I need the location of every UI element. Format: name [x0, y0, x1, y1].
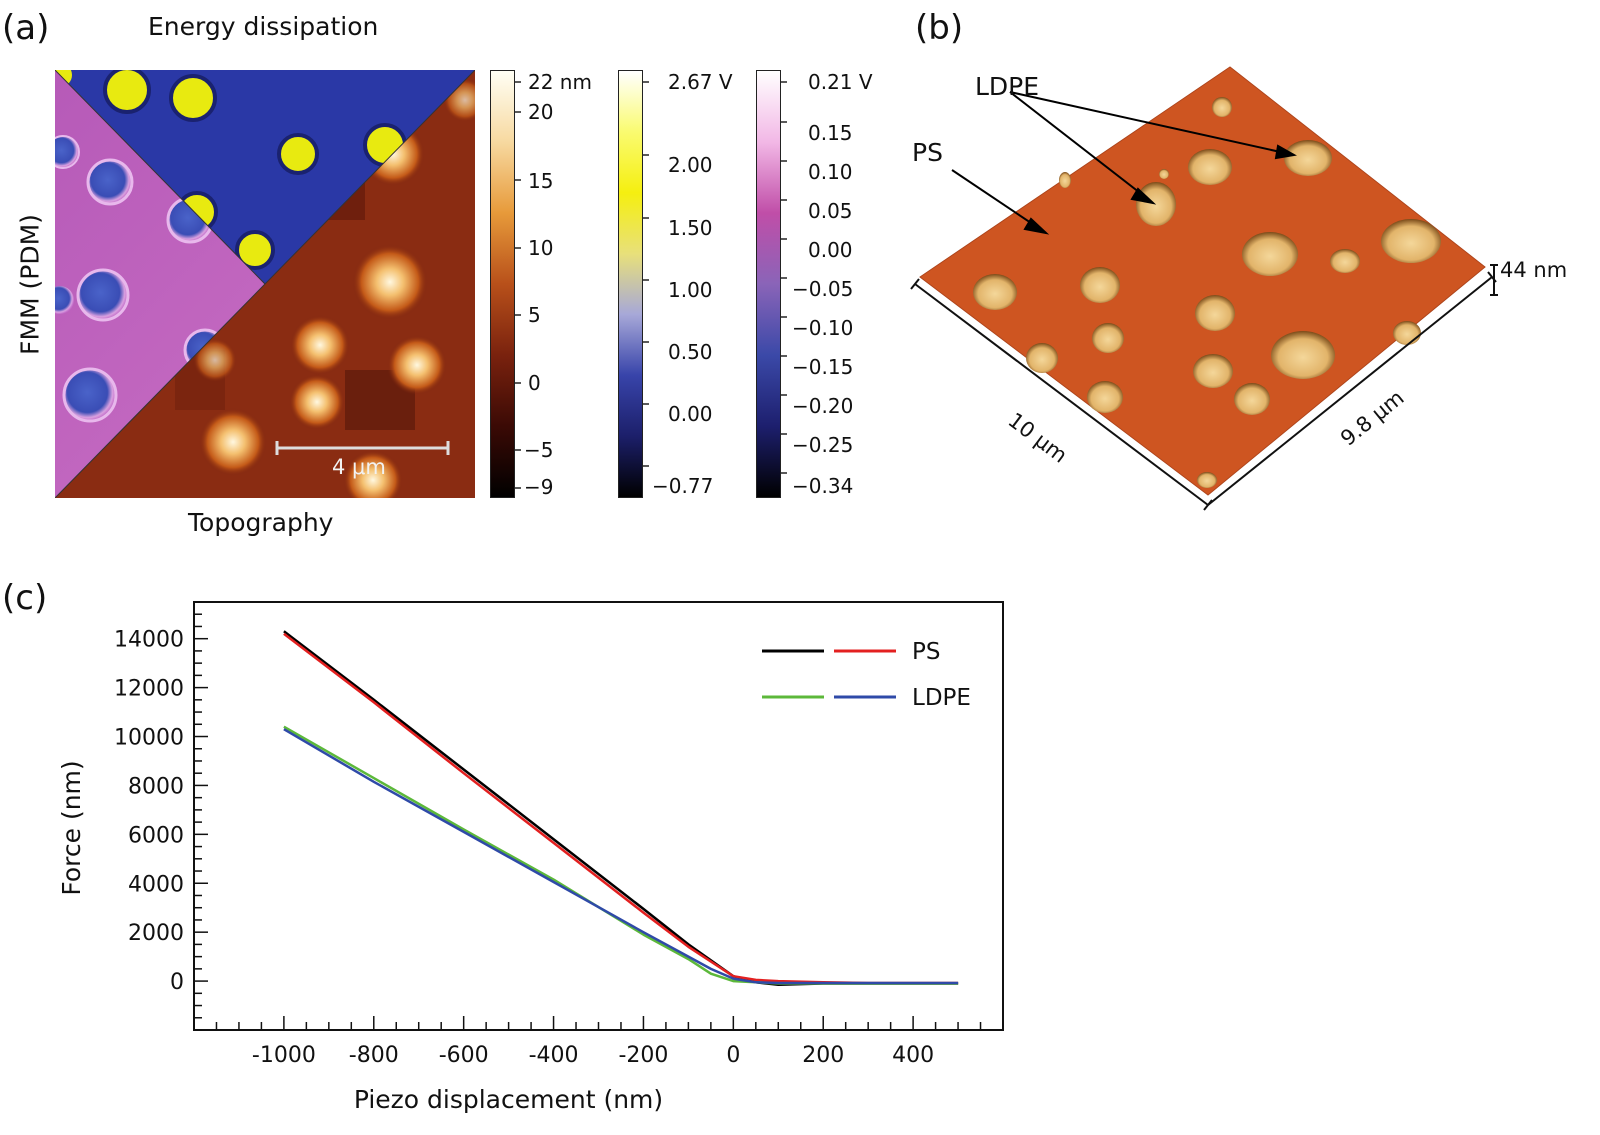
cb-phase-tick: 0.10	[808, 160, 853, 184]
energy-dissipation-label: Energy dissipation	[148, 12, 379, 41]
y-axis-label: Force (nm)	[57, 760, 86, 895]
series-line	[283, 728, 959, 985]
cb-voltage-tick: −0.77	[652, 474, 714, 498]
cb-phase-tick: 0.00	[808, 238, 853, 262]
x-tick-label: -800	[349, 1043, 399, 1068]
x-tick-label: -200	[618, 1043, 668, 1068]
cb-height-tick: −9	[524, 475, 554, 499]
ldpe-annotation: LDPE	[975, 72, 1040, 101]
afm-composite-image	[55, 70, 475, 498]
force-curve-chart: -1000 -800 -600 -400 -200 0 200 400020004000600…	[57, 601, 1004, 1114]
x-tick-label: 400	[892, 1043, 934, 1068]
legend-label: PS	[912, 639, 940, 665]
cb-phase-tick: −0.10	[792, 316, 854, 340]
fmm-pdm-label: FMM (PDM)	[15, 214, 45, 355]
y-tick-label: 14000	[114, 628, 184, 653]
y-tick-label: 12000	[114, 677, 184, 702]
cb-voltage-tick: 2.00	[668, 153, 713, 177]
cb-height-tick: −5	[524, 438, 554, 462]
ps-annotation: PS	[912, 138, 943, 167]
annotation-arrows	[951, 91, 1297, 235]
cb-phase-tick: 0.21 V	[808, 70, 873, 94]
cb-height-tick: 10	[528, 236, 554, 260]
cb-height-tick: 20	[528, 100, 554, 124]
height-scale-label: 44 nm	[1500, 258, 1568, 282]
legend-label: LDPE	[912, 685, 971, 711]
cb-phase-tick: −0.34	[792, 474, 854, 498]
cb-height-tick: 0	[528, 371, 541, 395]
cb-height-tick: 5	[528, 303, 541, 327]
x-axis-label: Piezo displacement (nm)	[354, 1085, 663, 1114]
cb-voltage-tick: 0.50	[668, 340, 713, 364]
3d-axes	[910, 264, 1498, 511]
cb-height-tick: 22 nm	[528, 70, 592, 94]
cb-height-tick: 15	[528, 169, 554, 193]
afm-3d-surface	[910, 66, 1498, 511]
plot-frame	[193, 601, 1004, 1031]
x-tick-label: -400	[529, 1043, 579, 1068]
y-tick-label: 10000	[114, 726, 184, 751]
cb-phase-tick: −0.15	[792, 355, 854, 379]
series-line	[283, 725, 959, 985]
cb-phase-tick: 0.05	[808, 199, 853, 223]
x-tick-label: -1000	[252, 1043, 316, 1068]
scale-bar-label: 4 μm	[332, 455, 386, 479]
ldpe-pits	[973, 97, 1441, 488]
cb-phase-tick: 0.15	[808, 121, 853, 145]
cb-voltage-tick: 1.00	[668, 278, 713, 302]
topography-label: Topography	[188, 508, 334, 537]
cb-voltage-tick: 0.00	[668, 402, 713, 426]
colorbar-voltage	[618, 70, 643, 498]
cb-voltage-tick: 2.67 V	[668, 70, 733, 94]
series-line	[283, 632, 959, 985]
x-tick-label: 0	[726, 1043, 740, 1068]
colorbar-tick-marks	[515, 81, 787, 489]
cb-voltage-tick: 1.50	[668, 216, 713, 240]
cb-phase-tick: −0.05	[792, 277, 854, 301]
cb-phase-tick: −0.25	[792, 433, 854, 457]
x-tick-label: -600	[439, 1043, 489, 1068]
y-tick-label: 0	[170, 970, 184, 995]
y-tick-label: 6000	[128, 823, 184, 848]
y-tick-label: 2000	[128, 921, 184, 946]
y-tick-label: 8000	[128, 774, 184, 799]
colorbar-height	[490, 70, 515, 498]
panel-c-label: (c)	[2, 578, 48, 618]
panel-b-label: (b)	[915, 8, 964, 48]
colorbar-phase	[756, 70, 781, 498]
series-line	[283, 630, 959, 987]
scale-bar	[275, 441, 450, 455]
panel-a-label: (a)	[2, 8, 50, 48]
x-tick-label: 200	[802, 1043, 844, 1068]
cb-phase-tick: −0.20	[792, 394, 854, 418]
y-tick-label: 4000	[128, 872, 184, 897]
